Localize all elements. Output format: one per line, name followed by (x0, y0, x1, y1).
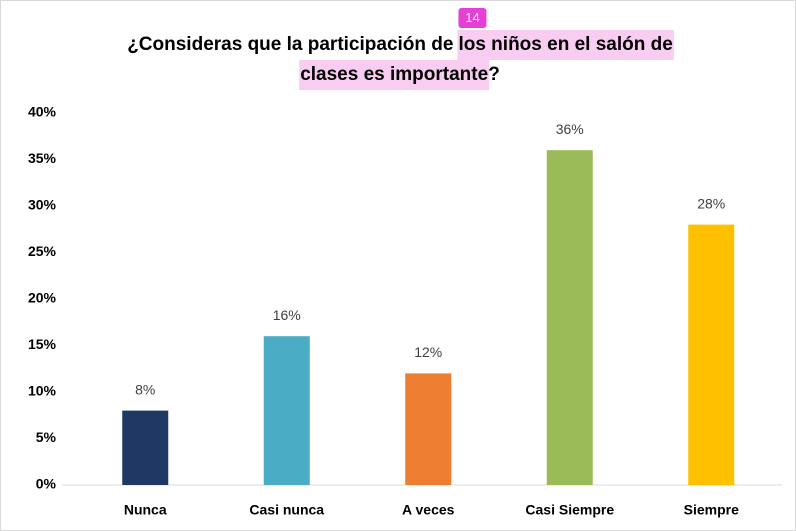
data-label: 12% (414, 344, 442, 360)
title-highlight (457, 30, 674, 60)
x-tick-label: A veces (402, 502, 455, 518)
title-highlight (299, 60, 490, 90)
y-tick-label: 35% (28, 150, 57, 166)
data-label: 28% (697, 195, 725, 211)
data-label: 16% (273, 307, 301, 323)
data-label: 36% (556, 121, 584, 137)
annotation-label: 14 (465, 10, 479, 25)
x-tick-label: Casi Siempre (525, 502, 614, 518)
y-tick-label: 5% (36, 429, 57, 445)
bar (546, 150, 593, 485)
chart-title: ¿Consideras que la participación de (127, 34, 453, 55)
y-tick-label: 20% (28, 290, 57, 306)
x-tick-label: Casi nunca (249, 502, 324, 518)
bar (122, 410, 169, 485)
chart-title: clases es importante (300, 64, 488, 85)
annotation-badge (458, 8, 487, 28)
y-tick-label: 0% (36, 476, 57, 492)
bar (688, 224, 735, 485)
chart-title: los niños en el salón de (458, 34, 672, 55)
y-tick-label: 30% (28, 197, 57, 213)
y-tick-label: 40% (28, 104, 57, 120)
y-tick-label: 25% (28, 243, 57, 259)
bar (405, 373, 452, 485)
y-tick-label: 10% (28, 383, 57, 399)
y-tick-label: 15% (28, 336, 57, 352)
x-tick-label: Siempre (684, 502, 739, 518)
chart-title: ? (488, 64, 500, 85)
x-tick-label: Nunca (124, 502, 167, 518)
bar (263, 336, 310, 485)
data-label: 8% (135, 381, 155, 397)
